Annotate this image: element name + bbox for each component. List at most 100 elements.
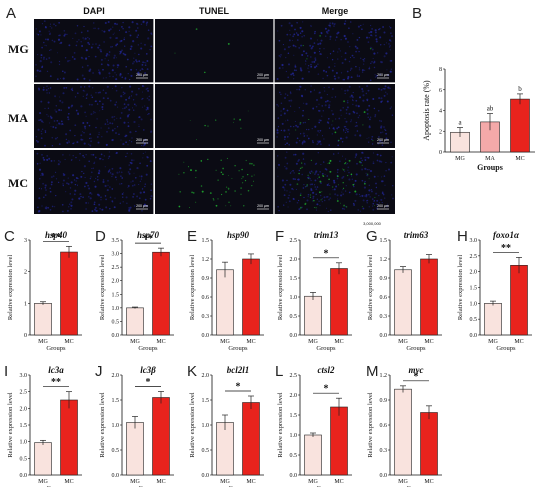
nucleus-dot xyxy=(370,62,372,65)
nucleus-dot xyxy=(371,61,373,63)
nucleus-dot xyxy=(282,67,284,69)
nucleus-dot xyxy=(144,43,146,46)
nucleus-dot xyxy=(350,119,352,121)
nucleus-dot xyxy=(115,89,118,92)
nucleus-dot xyxy=(48,30,50,32)
nucleus-dot xyxy=(116,179,118,181)
nucleus-dot xyxy=(307,65,310,67)
nucleus-dot xyxy=(342,188,344,191)
tunel-positive-dot xyxy=(301,162,303,164)
tunel-positive-dot xyxy=(322,174,324,176)
nucleus-dot xyxy=(291,171,293,173)
bar-mc xyxy=(242,258,260,336)
nucleus-dot xyxy=(314,186,317,188)
nucleus-dot xyxy=(48,92,51,94)
nucleus-dot xyxy=(52,175,55,178)
y-axis-label: Relative expression level xyxy=(7,255,14,321)
tunel-positive-dot xyxy=(354,190,357,193)
nucleus-dot xyxy=(44,44,46,46)
nucleus-dot xyxy=(49,122,51,124)
nucleus-dot xyxy=(372,57,374,60)
nucleus-dot xyxy=(94,111,96,114)
nucleus-dot xyxy=(125,141,127,144)
nucleus-dot xyxy=(41,120,43,122)
tunel-positive-dot xyxy=(368,178,370,180)
nucleus-dot xyxy=(70,158,73,161)
nucleus-dot xyxy=(122,52,125,55)
nucleus-dot xyxy=(55,171,57,173)
nucleus-dot xyxy=(94,55,97,58)
nucleus-dot xyxy=(367,41,370,43)
tunel-positive-dot xyxy=(328,178,330,181)
y-tick-label: 0.0 xyxy=(290,473,298,479)
nucleus-dot xyxy=(313,60,316,63)
nucleus-dot xyxy=(112,33,114,35)
tunel-positive-dot xyxy=(251,175,253,177)
significance-marker: ** xyxy=(51,232,61,243)
nucleus-dot xyxy=(391,184,394,187)
nucleus-dot xyxy=(141,106,143,108)
x-tick-label: MG xyxy=(220,479,230,485)
nucleus-dot xyxy=(114,127,116,130)
nucleus-dot xyxy=(392,197,394,200)
nucleus-dot xyxy=(349,56,352,58)
nucleus-dot xyxy=(368,66,371,68)
nucleus-dot xyxy=(58,34,60,37)
nucleus-dot xyxy=(50,183,53,186)
nucleus-dot xyxy=(38,197,41,200)
nucleus-dot xyxy=(328,66,331,69)
nucleus-dot xyxy=(354,179,357,182)
y-tick-label: 1.5 xyxy=(112,398,120,404)
nucleus-dot xyxy=(54,126,57,129)
nucleus-dot xyxy=(57,122,61,125)
nucleus-dot xyxy=(370,116,372,118)
significance-marker: * xyxy=(324,384,329,395)
tunel-positive-dot xyxy=(207,125,209,127)
nucleus-dot xyxy=(48,157,51,160)
bar-mg xyxy=(126,422,144,476)
nucleus-dot xyxy=(333,23,336,25)
nucleus-dot xyxy=(294,120,296,123)
nucleus-dot xyxy=(368,118,371,121)
nucleus-dot xyxy=(109,196,112,199)
tunel-positive-dot xyxy=(374,205,376,206)
nucleus-dot xyxy=(41,23,43,25)
nucleus-dot xyxy=(337,144,340,147)
nucleus-dot xyxy=(51,137,53,139)
nucleus-dot xyxy=(130,45,133,48)
nucleus-dot xyxy=(377,175,379,177)
nucleus-dot xyxy=(109,99,112,102)
nucleus-dot xyxy=(100,196,102,199)
nucleus-dot xyxy=(348,27,350,29)
nucleus-dot xyxy=(286,151,288,153)
nucleus-dot xyxy=(111,87,113,89)
nucleus-dot xyxy=(333,25,335,27)
nucleus-dot xyxy=(114,22,117,25)
nucleus-dot xyxy=(277,30,279,32)
nucleus-dot xyxy=(96,118,98,120)
nucleus-dot xyxy=(323,199,326,202)
nucleus-dot xyxy=(131,90,134,93)
nucleus-dot xyxy=(301,114,304,117)
tile-dapi-ma: 200 μm xyxy=(34,84,154,148)
nucleus-dot xyxy=(313,51,316,54)
nucleus-dot xyxy=(89,144,92,147)
nucleus-dot xyxy=(329,101,331,103)
nucleus-dot xyxy=(288,99,291,102)
nucleus-dot xyxy=(292,35,295,38)
nucleus-dot xyxy=(329,184,331,187)
nucleus-dot xyxy=(41,205,43,207)
tunel-positive-dot xyxy=(241,168,243,171)
nucleus-dot xyxy=(283,194,286,197)
nucleus-dot xyxy=(295,141,298,144)
nucleus-dot xyxy=(301,141,304,144)
nucleus-dot xyxy=(114,72,116,74)
tunel-positive-dot xyxy=(195,177,197,179)
nucleus-dot xyxy=(344,37,347,40)
y-axis-label: Apoptosis rate (%) xyxy=(422,80,431,141)
nucleus-dot xyxy=(137,73,140,76)
nucleus-dot xyxy=(307,67,309,69)
nucleus-dot xyxy=(341,62,344,64)
tunel-positive-dot xyxy=(334,131,337,134)
